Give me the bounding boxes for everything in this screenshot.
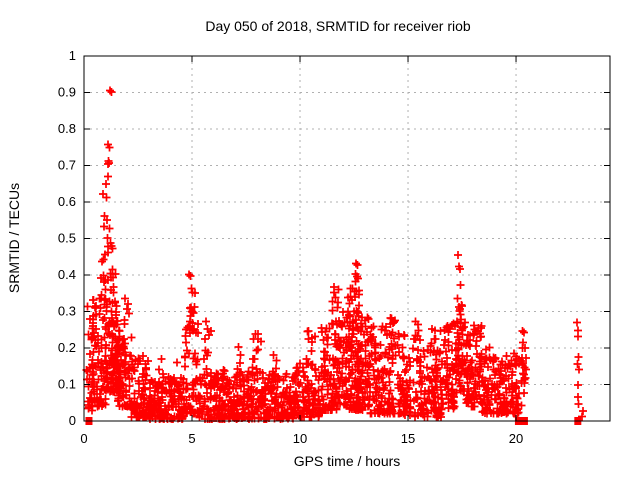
x-tick-label: 20	[509, 431, 523, 446]
axes-and-ticks	[83, 55, 611, 422]
tick-labels: 0 5 10 15 20 0 0.1 0.2 0.3 0.4 0.5 0.6 0.7 0.8 0.9 1	[58, 48, 523, 446]
y-tick-label: 0.4	[58, 267, 76, 282]
x-axis-label: GPS time / hours	[294, 453, 401, 469]
plus-markers	[82, 86, 587, 423]
y-tick-label: 0.7	[58, 158, 76, 173]
y-tick-label: 0.5	[58, 231, 76, 246]
data-points	[82, 86, 587, 425]
y-tick-label: 0.9	[58, 85, 76, 100]
y-tick-label: 0.2	[58, 340, 76, 355]
y-tick-label: 0.1	[58, 377, 76, 392]
y-tick-label: 0.3	[58, 304, 76, 319]
y-tick-label: 0.6	[58, 194, 76, 209]
chart-title: Day 050 of 2018, SRMTID for receiver rio…	[205, 18, 471, 34]
y-axis-label: SRMTID / TECUs	[6, 183, 22, 293]
x-tick-label: 15	[401, 431, 415, 446]
x-tick-label: 10	[293, 431, 307, 446]
y-tick-label: 1	[69, 48, 76, 63]
y-tick-label: 0	[69, 413, 76, 428]
y-tick-label: 0.8	[58, 121, 76, 136]
x-tick-label: 5	[188, 431, 195, 446]
x-tick-label: 0	[80, 431, 87, 446]
